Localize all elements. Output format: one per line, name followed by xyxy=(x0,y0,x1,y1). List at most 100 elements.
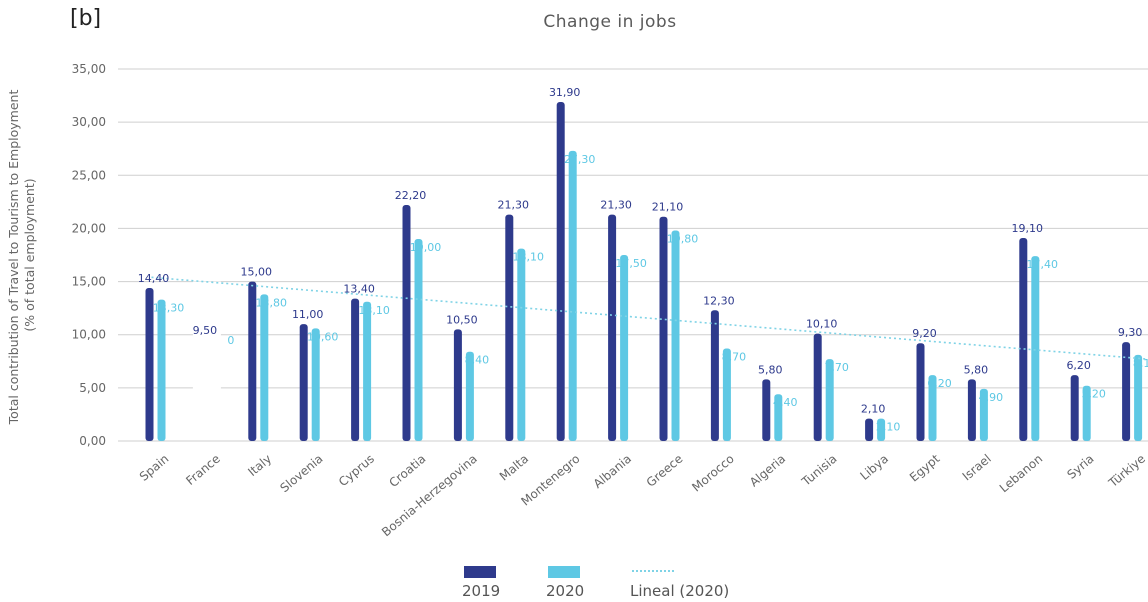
x-tick-label: Libya xyxy=(857,452,891,483)
data-label-2020: 7,70 xyxy=(824,361,849,374)
bar-2020 xyxy=(569,151,577,441)
data-label-2020: 5,20 xyxy=(1081,388,1106,401)
x-tick-label: Tunisia xyxy=(798,452,839,490)
x-tick-label: Israel xyxy=(960,452,994,484)
gridlines xyxy=(118,69,1148,441)
data-label-2019: 22,20 xyxy=(395,189,427,202)
bar-2020 xyxy=(415,239,423,441)
data-label-2019: 13,40 xyxy=(343,283,375,296)
data-label-2020: 4,40 xyxy=(773,396,798,409)
x-tick-label: Bosnia-Herzegovina xyxy=(379,452,480,540)
x-tick-label: Morocco xyxy=(689,452,736,495)
data-label-2019: 6,20 xyxy=(1066,359,1091,372)
y-tick-label: 35,00 xyxy=(72,62,106,76)
bar-2019 xyxy=(917,343,925,441)
data-label-2020: 8,40 xyxy=(465,354,490,367)
data-label-2019: 14,40 xyxy=(138,272,170,285)
x-tick-label: Algeria xyxy=(747,452,788,490)
y-tick-label: 10,00 xyxy=(72,328,106,342)
data-labels: 14,40 13,30 9,50 0 15,00 13,80 11,00 10,60 13,40… xyxy=(138,86,1148,434)
data-label-2019: 21,30 xyxy=(600,199,632,212)
data-label-2019: 10,50 xyxy=(446,313,478,326)
x-tick-label: Cyprus xyxy=(336,452,377,490)
data-label-2019: 19,10 xyxy=(1012,222,1044,235)
bar-2019 xyxy=(505,215,513,441)
data-label-2020: 0 xyxy=(227,334,234,347)
legend-label-2020: 2020 xyxy=(546,582,584,600)
bar-2020 xyxy=(620,255,628,441)
x-tick-label: Croatia xyxy=(386,452,428,490)
bar-2020 xyxy=(1031,256,1039,441)
data-label-2019: 11,00 xyxy=(292,308,324,321)
data-label-2020: 2,10 xyxy=(876,421,901,434)
data-label-2020: 27,30 xyxy=(564,153,596,166)
data-label-2019: 5,80 xyxy=(758,363,783,376)
data-label-2020: 6,20 xyxy=(927,377,952,390)
bar-2019 xyxy=(711,310,719,441)
x-tick-label: Spain xyxy=(137,452,172,484)
data-label-2019: 15,00 xyxy=(241,266,273,279)
data-label-2020: 13,30 xyxy=(153,302,185,315)
y-tick-label: 30,00 xyxy=(72,115,106,129)
x-tick-label: Italy xyxy=(245,452,274,479)
bar-2020 xyxy=(260,294,268,441)
missing-data-gap xyxy=(193,282,221,440)
legend-swatch-2019 xyxy=(464,566,496,578)
y-axis-label: Total contribution of Travel to Tourism … xyxy=(6,86,37,426)
y-tick-label: 25,00 xyxy=(72,168,106,182)
x-tick-label: Greece xyxy=(644,452,686,490)
data-label-2020: 13,10 xyxy=(358,304,390,317)
bar-2020 xyxy=(672,231,680,441)
data-label-2020: 10,60 xyxy=(307,330,339,343)
x-tick-label: Albania xyxy=(591,452,634,492)
bar-2019 xyxy=(814,334,822,441)
data-label-2020: 4,90 xyxy=(979,391,1004,404)
bar-2020 xyxy=(517,249,525,441)
x-tick-label: France xyxy=(183,452,223,488)
legend-label-2019: 2019 xyxy=(462,582,500,600)
x-tick-label: Malta xyxy=(497,452,531,484)
data-label-2019: 21,10 xyxy=(652,201,684,214)
data-label-2020: 18,10 xyxy=(513,251,545,264)
data-label-2019: 5,80 xyxy=(964,363,989,376)
legend-swatch-trend xyxy=(632,570,674,572)
data-label-2019: 9,20 xyxy=(912,327,937,340)
y-tick-label: 20,00 xyxy=(72,221,106,235)
data-label-2020: 13,80 xyxy=(256,296,288,309)
y-tick-label: 0,00 xyxy=(79,434,106,448)
data-label-2019: 10,10 xyxy=(806,318,838,331)
data-label-2019: 9,50 xyxy=(193,324,218,337)
data-label-2019: 12,30 xyxy=(703,294,735,307)
legend-swatch-2020 xyxy=(548,566,580,578)
legend-label-trend: Lineal (2020) xyxy=(630,582,729,600)
data-label-2019: 31,90 xyxy=(549,86,581,99)
data-label-2020: 8,70 xyxy=(722,351,747,364)
x-tick-label: Türkiye xyxy=(1105,452,1148,491)
data-label-2020: 19,00 xyxy=(410,241,442,254)
x-tick-label: Egypt xyxy=(907,451,943,484)
data-label-2020: 8,10 xyxy=(1133,357,1148,370)
data-label-2020: 17,50 xyxy=(615,257,647,270)
data-label-2020: 17,40 xyxy=(1027,258,1059,271)
bar-2019 xyxy=(968,379,976,441)
bar-2019 xyxy=(1071,375,1079,441)
x-tick-label: Syria xyxy=(1064,452,1096,482)
data-label-2019: 9,30 xyxy=(1118,326,1143,339)
bar-2019 xyxy=(351,299,359,441)
data-label-2020: 19,80 xyxy=(667,233,699,246)
bar-2019 xyxy=(454,329,462,441)
bar-2019 xyxy=(608,215,616,441)
bar-2019 xyxy=(762,379,770,441)
x-tick-label: Slovenia xyxy=(278,452,326,496)
bar-2020 xyxy=(363,302,371,441)
y-tick-label: 15,00 xyxy=(72,275,106,289)
bar-2019 xyxy=(865,419,873,441)
bar-2020 xyxy=(312,328,320,441)
x-tick-label: Lebanon xyxy=(997,452,1045,496)
data-label-2019: 21,30 xyxy=(498,199,530,212)
data-label-2019: 2,10 xyxy=(861,403,886,416)
legend: 2019 2020 Lineal (2020) xyxy=(0,562,1148,602)
